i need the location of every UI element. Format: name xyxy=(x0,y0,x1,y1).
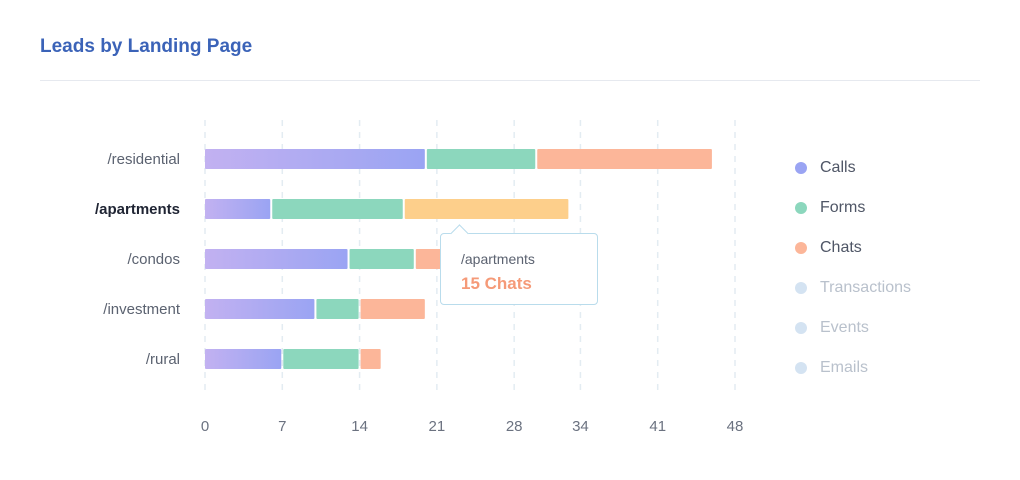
legend-dot-icon xyxy=(795,322,807,334)
legend-item[interactable]: Emails xyxy=(795,348,975,388)
category-labels: /residential/apartments/condos/investmen… xyxy=(95,151,181,368)
legend-dot-icon xyxy=(795,202,807,214)
x-axis-ticks: 0 7 14 21 28 34 41 48 xyxy=(201,418,744,435)
category-label: /apartments xyxy=(95,201,180,218)
bar-chats xyxy=(360,349,381,369)
category-label: /residential xyxy=(107,151,180,168)
x-tick-label: 28 xyxy=(506,418,523,435)
bar-chats xyxy=(404,199,569,219)
title-divider xyxy=(40,80,980,81)
tooltip: /apartments 15 Chats xyxy=(440,224,598,305)
tooltip-label: /apartments xyxy=(461,251,535,267)
legend-item[interactable]: Events xyxy=(795,308,975,348)
legend: Calls Forms Chats Transactions Events Emails xyxy=(795,148,975,388)
legend-label: Emails xyxy=(820,359,869,376)
legend-label: Chats xyxy=(820,239,862,256)
x-tick-label: 0 xyxy=(201,418,209,435)
bar-calls xyxy=(205,249,348,269)
bar-forms xyxy=(349,249,414,269)
legend-item[interactable]: Chats xyxy=(795,228,975,268)
bar-chats xyxy=(360,299,425,319)
bar-calls xyxy=(205,199,271,219)
legend-item[interactable]: Calls xyxy=(795,148,975,188)
legend-label: Transactions xyxy=(820,279,911,296)
legend-label: Forms xyxy=(820,199,866,216)
legend-dot-icon xyxy=(795,282,807,294)
legend-label: Calls xyxy=(820,159,856,176)
bar-chats xyxy=(537,149,712,169)
legend-dot-icon xyxy=(795,242,807,254)
bar-forms xyxy=(272,199,403,219)
x-tick-label: 7 xyxy=(278,418,286,435)
x-tick-label: 41 xyxy=(649,418,666,435)
category-label: /investment xyxy=(103,301,181,318)
bar-forms xyxy=(426,149,536,169)
bar-calls xyxy=(205,299,315,319)
tooltip-value: 15 Chats xyxy=(461,274,532,293)
bar-calls xyxy=(205,149,425,169)
x-tick-label: 48 xyxy=(727,418,744,435)
bar-forms xyxy=(316,299,359,319)
bar-forms xyxy=(283,349,359,369)
legend-item[interactable]: Transactions xyxy=(795,268,975,308)
legend-item[interactable]: Forms xyxy=(795,188,975,228)
legend-label: Events xyxy=(820,319,869,336)
legend-dot-icon xyxy=(795,162,807,174)
bars xyxy=(205,149,712,369)
legend-dot-icon xyxy=(795,362,807,374)
chart-title: Leads by Landing Page xyxy=(40,36,253,57)
x-tick-label: 14 xyxy=(351,418,368,435)
category-label: /rural xyxy=(146,351,180,368)
bar-calls xyxy=(205,349,282,369)
x-tick-label: 21 xyxy=(429,418,446,435)
category-label: /condos xyxy=(127,251,180,268)
x-tick-label: 34 xyxy=(572,418,589,435)
